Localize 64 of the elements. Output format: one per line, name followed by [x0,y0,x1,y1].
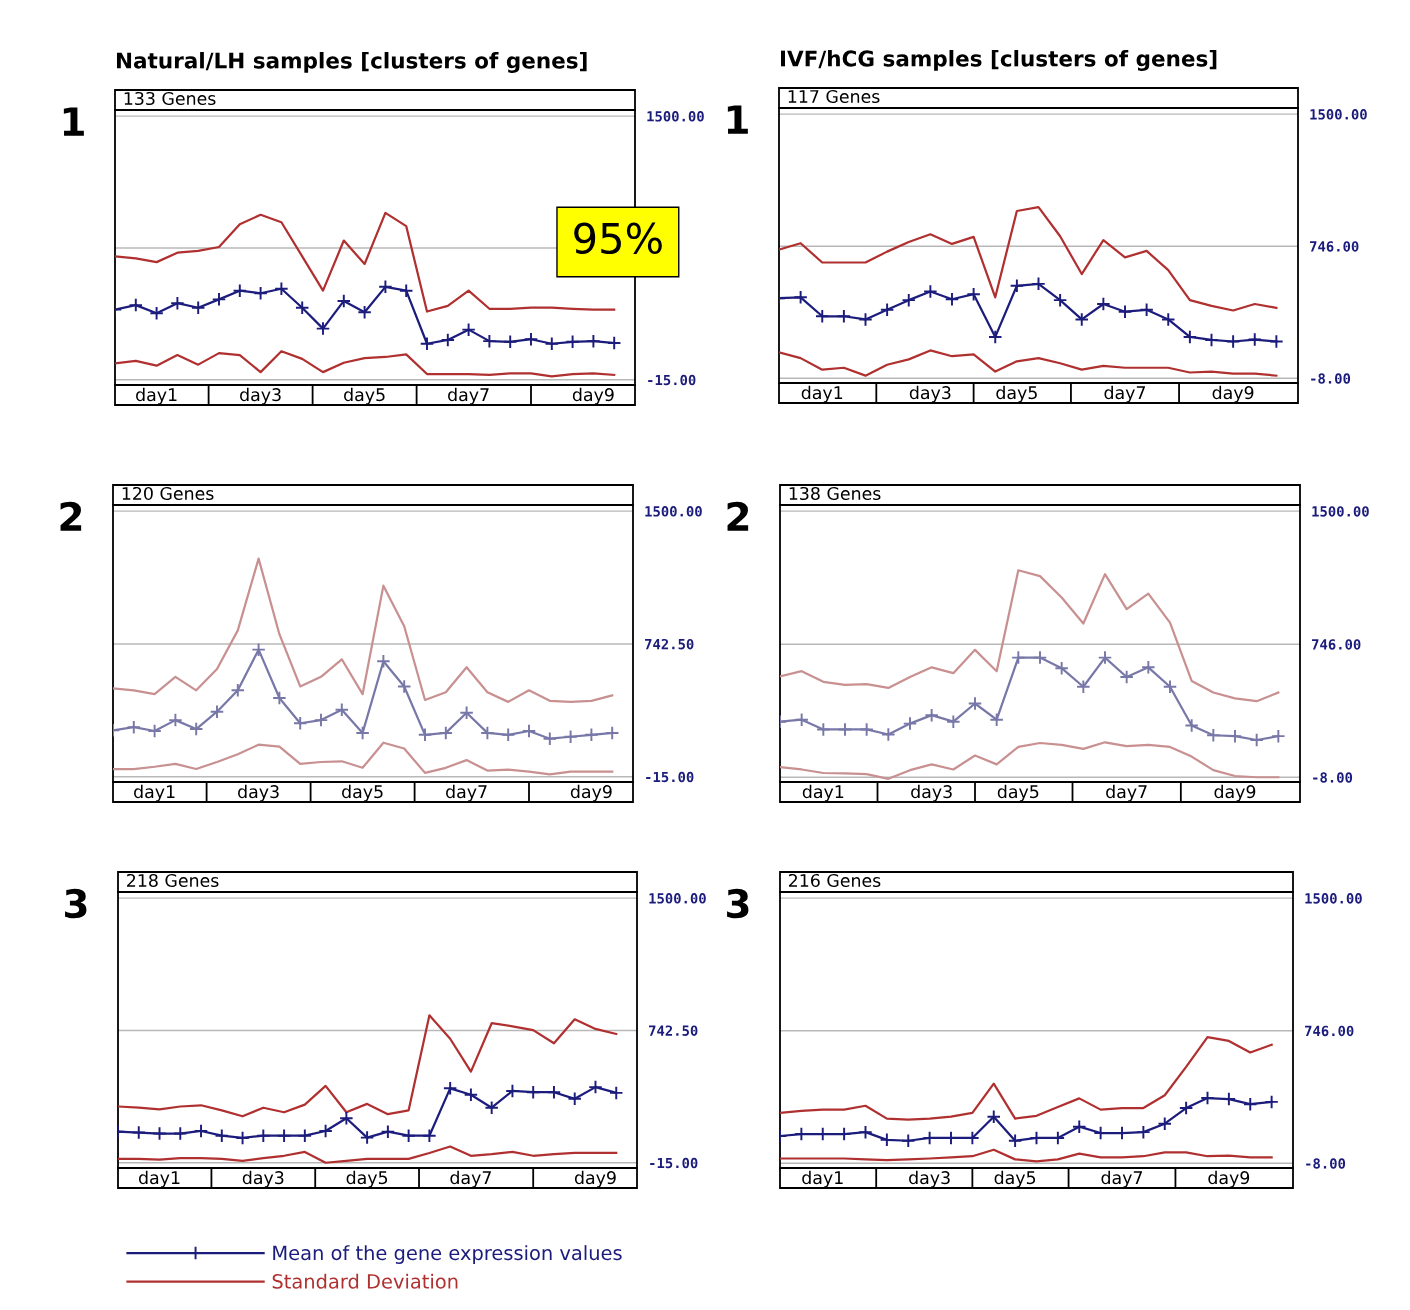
text: 3 [727,888,749,919]
x-tick-label: day5 [344,387,385,405]
x-tick-label: day3 [240,387,281,405]
x-tick-label: day7 [448,387,489,405]
y-tick-label: -15.00 [648,374,696,386]
chart-subtitle: 218 Genes [127,873,219,888]
x-tick-label: day9 [1208,1170,1250,1188]
x-tick-label: day1 [138,1170,180,1188]
text: 1 [63,107,84,136]
x-tick-label: day1 [136,387,177,405]
y-tick-label: 1500.00 [645,506,702,517]
chart-subtitle: 120 Genes [122,486,214,501]
x-tick-label: day1 [802,1170,843,1188]
text: 2 [60,501,82,531]
annotation: 95% [574,222,662,255]
y-tick-label: 746.00 [1310,241,1359,252]
text: 2 [727,501,749,531]
x-tick-label: day9 [1214,784,1256,802]
text: 1 [727,105,748,134]
chart-title: IVF/hCG samples [clusters of genes] [780,49,1217,71]
x-tick-label: day7 [450,1170,491,1188]
text: Standard Deviation [272,1273,458,1289]
x-tick-label: day5 [997,784,1039,802]
y-tick-label: 746.00 [1312,639,1361,650]
y-tick-label: 742.50 [649,1025,698,1036]
chart-subtitle: 117 Genes [788,89,880,104]
x-tick-label: day5 [342,784,383,802]
x-tick-label: day5 [346,1170,388,1188]
y-tick-label: -8.00 [1313,772,1353,783]
x-tick-label: day9 [572,387,614,405]
x-tick-label: day9 [574,1170,616,1188]
x-tick-label: day3 [909,385,951,403]
x-tick-label: day9 [1212,385,1254,403]
chart-subtitle: 216 Genes [788,873,881,888]
chart-subtitle: 138 Genes [789,486,881,501]
y-tick-label: -15.00 [650,1157,698,1169]
text: Mean of the gene expression values [273,1245,622,1264]
chart-subtitle: 133 Genes [124,91,216,106]
x-tick-label: day1 [802,784,844,802]
x-tick-label: day3 [909,1170,950,1188]
y-tick-label: 746.00 [1305,1025,1354,1037]
y-tick-label: -8.00 [1306,1158,1346,1169]
y-tick-label: -8.00 [1311,373,1351,384]
x-tick-label: day7 [1106,784,1147,802]
x-tick-label: day3 [238,784,279,802]
x-tick-label: day5 [996,385,1037,403]
y-tick-label: 1500.00 [647,111,704,122]
x-tick-label: day1 [801,385,843,403]
x-tick-label: day3 [911,784,952,802]
y-tick-label: 742.50 [645,638,694,650]
chart-title: Natural/LH samples [clusters of genes] [116,51,587,73]
y-tick-label: 1500.00 [649,893,706,904]
x-tick-label: day3 [242,1170,284,1188]
y-tick-label: -15.00 [646,771,694,783]
text: 3 [65,888,87,919]
y-tick-label: 1500.00 [1305,893,1362,904]
x-tick-label: day7 [446,784,487,802]
x-tick-label: day9 [570,784,612,802]
y-tick-label: 1500.00 [1312,506,1369,517]
x-tick-label: day7 [1101,1170,1142,1188]
y-tick-label: 1500.00 [1310,109,1367,120]
x-tick-label: day7 [1104,385,1145,403]
x-tick-label: day5 [994,1170,1036,1188]
x-tick-label: day1 [134,784,175,802]
